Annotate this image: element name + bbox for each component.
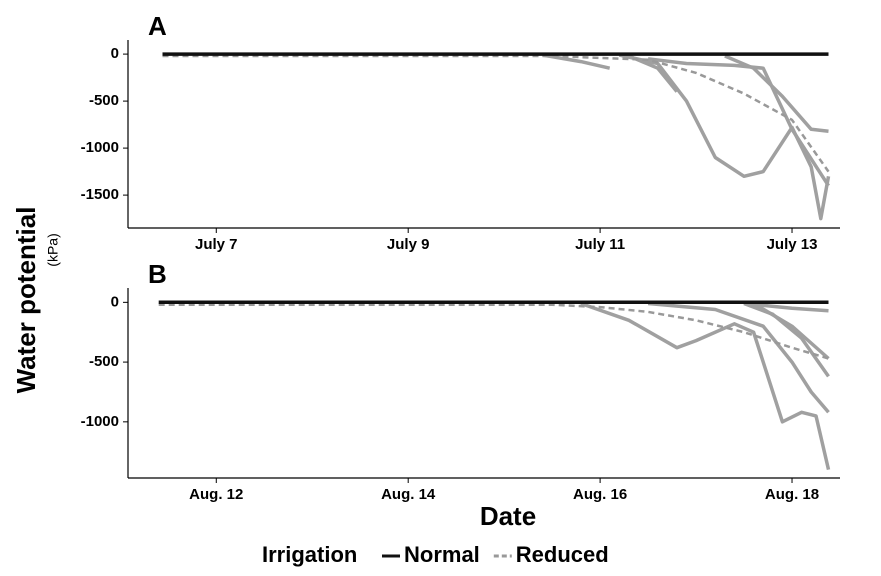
x-tick-label: Aug. 16 xyxy=(573,486,627,503)
x-tick-label: Aug. 14 xyxy=(381,486,436,503)
x-tick-label: Aug. 18 xyxy=(765,486,819,503)
y-axis-label: Water potential xyxy=(11,207,41,394)
y-tick-label: -500 xyxy=(89,353,119,370)
y-tick-label: -1000 xyxy=(81,139,119,156)
trace-line xyxy=(724,54,829,133)
series-line xyxy=(162,54,830,173)
trace-line xyxy=(618,53,831,221)
trace-line xyxy=(743,301,829,313)
trace-line xyxy=(743,301,830,378)
trace-line xyxy=(647,301,830,414)
y-axis-unit: (kPa) xyxy=(45,233,61,266)
trace-line xyxy=(647,57,830,187)
panel-label: B xyxy=(148,259,167,289)
y-tick-label: -1500 xyxy=(81,186,119,203)
y-tick-label: 0 xyxy=(111,293,119,310)
x-tick-label: July 11 xyxy=(575,236,625,253)
x-axis-label: Date xyxy=(480,501,536,531)
panel-label: A xyxy=(148,11,167,41)
trace-line xyxy=(752,301,830,360)
x-tick-label: Aug. 12 xyxy=(189,486,243,503)
legend-label: Normal xyxy=(404,542,480,567)
series-line xyxy=(158,303,829,360)
x-tick-label: July 7 xyxy=(195,236,238,253)
trace-line xyxy=(580,301,831,470)
y-tick-label: -1000 xyxy=(81,413,119,430)
y-tick-label: 0 xyxy=(111,45,119,62)
legend-label: Reduced xyxy=(516,542,609,567)
x-tick-label: July 13 xyxy=(767,236,818,253)
x-tick-label: July 9 xyxy=(387,236,430,253)
trace-line xyxy=(628,54,679,93)
legend-title: Irrigation xyxy=(262,542,357,567)
y-tick-label: -500 xyxy=(89,92,119,109)
